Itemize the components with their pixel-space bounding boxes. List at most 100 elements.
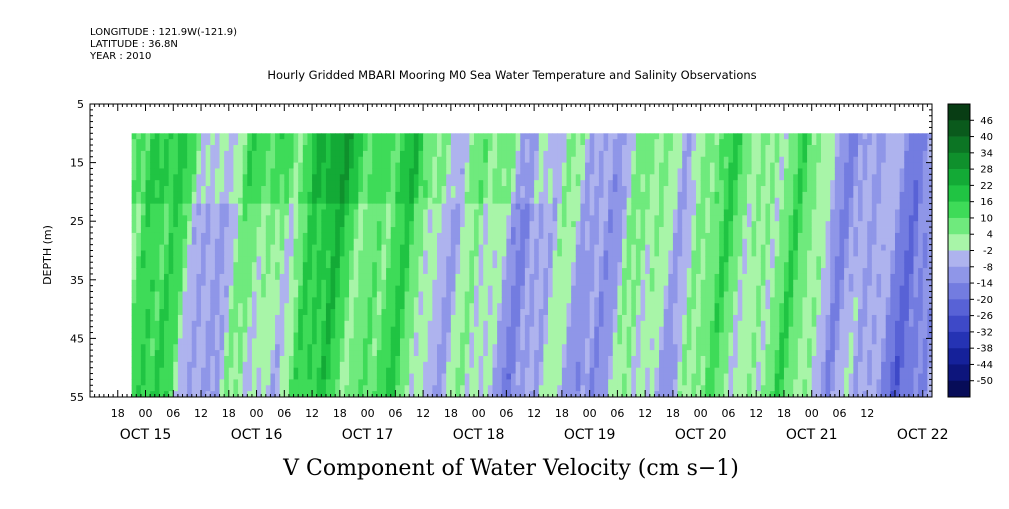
heatmap-cell [261,191,267,199]
heatmap-cell [302,186,308,193]
heatmap-cell [548,256,554,263]
heatmap-cell [548,232,554,240]
heatmap-cell [275,285,281,292]
heatmap-cell [298,209,304,216]
heatmap-cell [339,262,345,269]
heatmap-cell [261,150,267,158]
heatmap-cell [566,297,572,304]
heatmap-cell [487,303,493,310]
heatmap-cell [168,262,174,269]
heatmap-cell [460,391,466,398]
heatmap-cell [330,191,336,199]
heatmap-cell [168,373,174,380]
heatmap-cell [205,186,211,193]
heatmap-cell [154,326,160,333]
heatmap-cell [399,291,405,298]
heatmap-cell [362,232,368,240]
heatmap-cell [464,168,470,175]
heatmap-cell [150,244,156,251]
heatmap-cell [136,209,142,216]
heatmap-cell [612,156,618,163]
heatmap-cell [376,250,382,257]
heatmap-cell [288,209,294,216]
heatmap-cell [423,309,429,316]
heatmap-cell [580,197,586,205]
heatmap-cell [501,338,507,345]
heatmap-cell [557,303,563,310]
heatmap-cell [552,209,558,216]
heatmap-cell [395,150,401,158]
heatmap-cell [307,285,313,292]
heatmap-cell [177,268,183,275]
heatmap-cell [367,285,373,292]
heatmap-cell [529,232,535,240]
heatmap-cell [325,344,331,351]
heatmap-cell [251,297,257,304]
heatmap-cell [608,186,614,193]
heatmap-cell [288,203,294,210]
heatmap-cell [571,221,577,228]
heatmap-cell [446,314,452,322]
heatmap-cell [455,203,461,210]
heatmap-cell [418,221,424,228]
heatmap-cell [395,186,401,193]
heatmap-cell [224,320,230,328]
heatmap-cell [293,373,299,380]
heatmap-cell [603,379,609,386]
heatmap-cell [473,350,480,357]
heatmap-cell [622,326,628,333]
heatmap-cell [316,367,322,374]
heatmap-cell [432,326,438,333]
heatmap-cell [395,385,401,392]
heatmap-cell [242,273,248,281]
heatmap-cell [228,215,234,222]
heatmap-cell [585,133,591,140]
heatmap-cell [242,338,248,345]
heatmap-cell [580,379,586,386]
heatmap-cell [247,309,253,316]
heatmap-cell [612,256,618,263]
heatmap-cell [187,350,193,357]
heatmap-cell [251,256,257,263]
heatmap-cell [515,314,521,322]
heatmap-cell [136,227,142,234]
heatmap-cell [501,303,507,310]
heatmap-cell [381,344,387,351]
heatmap-cell [423,238,429,246]
heatmap-cell [196,145,202,152]
heatmap-cell [580,133,586,140]
heatmap-cell [608,291,614,298]
heatmap-cell [612,338,618,345]
heatmap-cell [566,320,572,328]
heatmap-cell [436,133,443,140]
heatmap-cell [395,262,401,269]
heatmap-cell [404,361,410,369]
heatmap-cell [201,285,207,292]
heatmap-cell [404,150,410,158]
heatmap-cell [145,197,151,205]
heatmap-cell [145,244,151,251]
heatmap-cell [446,174,452,181]
heatmap-cell [187,373,193,380]
heatmap-cell [302,326,308,333]
heatmap-cell [594,268,600,275]
heatmap-cell [464,215,470,222]
heatmap-cell [543,133,549,140]
heatmap-cell [177,262,183,269]
heatmap-cell [511,367,517,374]
heatmap-cell [617,350,623,357]
heatmap-cell [566,186,572,193]
heatmap-cell [284,244,290,251]
heatmap-cell [413,244,419,251]
heatmap-cell [251,385,257,392]
heatmap-cell [436,244,443,251]
heatmap-cell [270,350,276,357]
heatmap-cell [598,361,604,369]
heatmap-cell [288,256,294,263]
heatmap-cell [270,180,276,187]
heatmap-cell [196,338,202,345]
heatmap-cell [413,197,419,205]
heatmap-cell [210,221,216,228]
heatmap-cell [585,367,591,374]
heatmap-cell [187,262,193,269]
